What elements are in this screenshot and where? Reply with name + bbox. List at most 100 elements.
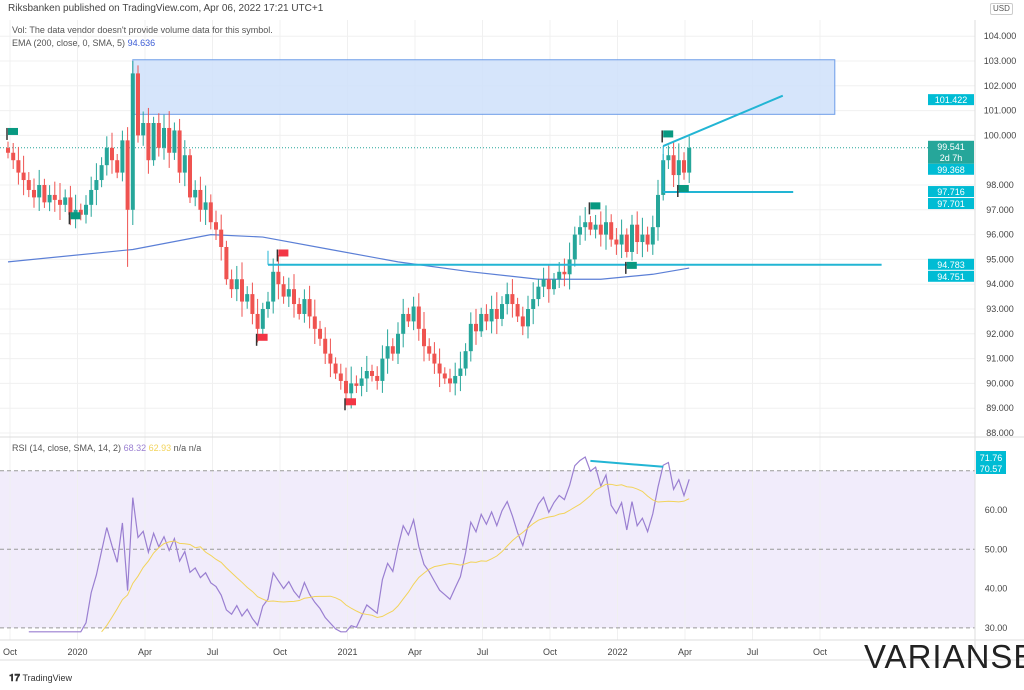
candle-body [494,309,499,319]
price-tick-label: 97.000 [986,205,1014,215]
tv-icon: 𝟏𝟕 [9,673,21,684]
candle-body [47,194,52,203]
price-tick-label: 96.000 [986,230,1014,240]
price-tick-label: 100.000 [984,130,1017,140]
rsi-tick-label: 60.00 [985,505,1008,515]
candle-body [552,279,556,290]
x-tick-label: Apr [408,647,422,657]
candle-body [364,371,369,379]
candle-body [541,279,546,287]
candle-body [292,289,296,305]
price-tick-label: 95.000 [986,254,1014,264]
candle-body [229,279,234,290]
price-tick-label: 101.000 [984,106,1017,116]
x-tick-label: Oct [813,647,828,657]
candle-body [572,234,577,260]
candle-body [307,299,312,317]
candle-body [427,346,432,354]
rsi-value-label: 70.57 [980,464,1003,474]
candle-body [411,306,416,322]
price-label: 94.783 [937,260,965,270]
rsi-legend[interactable]: RSI (14, close, SMA, 14, 2) 68.32 62.93 … [12,443,201,453]
candle-body [536,286,541,300]
candle-body [94,180,99,190]
candle-body [182,155,187,173]
candle-body [333,363,338,374]
price-tick-label: 102.000 [984,81,1017,91]
candle-body [458,368,463,376]
candle-body [671,155,676,176]
candle-body [437,363,442,374]
candle-body [567,259,572,275]
candle-body [286,289,291,297]
price-label: 101.422 [935,95,968,105]
tradingview-logo[interactable]: 𝟏𝟕 TradingView [9,673,72,684]
rsi-na-2: n/a [188,443,202,453]
rsi-tick-label: 40.00 [985,584,1008,594]
candle-body [260,309,265,329]
price-label: 97.716 [937,187,965,197]
candle-body [650,227,655,245]
candle-body [58,199,62,205]
currency-label[interactable]: USD [990,3,1013,15]
candle-body [359,378,364,386]
price-label-bg [928,94,974,106]
rsi-divergence-line [590,459,664,468]
candle-body [167,127,172,153]
candle-body [312,316,317,329]
candle-body [120,140,125,173]
candle-body [104,147,109,166]
candle-body [42,185,47,203]
green-flag-icon [8,127,18,135]
rsi-sma-line [101,483,690,633]
green-flag-icon [678,185,689,192]
candle-body [219,229,224,247]
candle-body [84,204,88,215]
candle-body [468,323,473,352]
candle-body [515,304,520,317]
candle-body [614,239,619,245]
candle-body [505,294,510,305]
candle-body [687,147,692,173]
candle-body [593,224,598,230]
ema-legend[interactable]: EMA (200, close, 0, SMA, 5) 94.636 [12,38,155,48]
candle-body [177,130,182,173]
price-label: 97.701 [937,199,965,209]
candle-body [463,351,468,369]
candle-body [546,279,551,290]
green-flag-icon [663,130,674,138]
x-tick-label: Jul [207,647,219,657]
candle-body [479,313,484,332]
candle-body [146,123,151,161]
candle-body [141,123,146,136]
candle-body [598,224,603,235]
candle-body [422,328,426,347]
price-tick-label: 94.000 [986,279,1014,289]
candle-body [396,333,400,354]
candle-body [162,127,166,148]
candle-body [609,222,614,240]
candle-body [125,140,130,210]
candle-body [193,189,198,198]
ema-label: EMA (200, close, 0, SMA, 5) [12,38,126,48]
candle-body [557,271,562,280]
candle-body [136,73,140,136]
price-label: 99.541 [937,142,965,152]
candle-body [442,373,447,379]
red-flag-icon [257,333,268,341]
resistance-zone [132,59,836,115]
candle-body [510,294,515,305]
price-label-bg [928,258,974,270]
price-tick-label: 93.000 [986,304,1014,314]
green-flag-icon [70,212,81,220]
rsi-value-label: 71.76 [980,453,1003,463]
candle-body [578,227,582,235]
rsi-line [28,456,690,633]
rsi-label: RSI (14, close, SMA, 14, 2) [12,443,122,453]
candle-body [328,353,333,364]
candle-body [151,123,156,161]
candle-body [354,383,359,386]
candle-body [588,222,593,230]
